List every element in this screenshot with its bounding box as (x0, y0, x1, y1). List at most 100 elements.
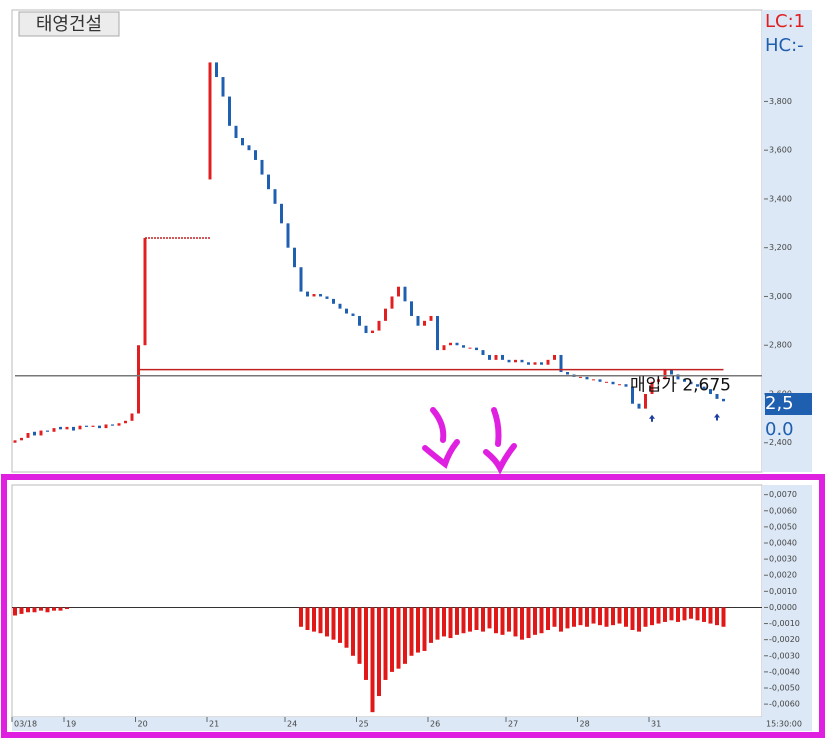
bar (442, 607, 446, 637)
candle (501, 354, 504, 360)
candle (98, 425, 101, 429)
bar (403, 607, 407, 664)
candle (72, 426, 75, 431)
bar (338, 607, 342, 643)
bar (422, 607, 427, 651)
candle (228, 96, 231, 126)
highlight-frame (1, 474, 825, 738)
candle (436, 315, 439, 351)
candle (429, 315, 433, 321)
y-tick-label: -0,0010 (769, 619, 800, 628)
bar (416, 607, 420, 653)
candle (46, 430, 49, 432)
candle (722, 398, 725, 402)
bar (611, 607, 615, 626)
y-tick-label: 0,0000 (769, 603, 797, 612)
bar (448, 607, 453, 639)
bar (513, 607, 518, 637)
bar (318, 607, 323, 634)
candle (637, 403, 641, 409)
y-tick-label: 3,800 (769, 97, 792, 106)
bar (45, 607, 50, 613)
price-panel (11, 9, 763, 473)
bar (396, 607, 401, 669)
y-tick-label: 0,0020 (769, 571, 797, 580)
candle (273, 189, 277, 204)
bar (481, 607, 485, 632)
candle (397, 286, 400, 297)
bar (656, 607, 661, 624)
bar (559, 607, 563, 632)
candle (371, 330, 374, 334)
candle (462, 345, 465, 348)
bar (682, 607, 687, 621)
candle (260, 159, 264, 175)
bar (364, 607, 368, 680)
y-tick-label: 0,0010 (769, 587, 797, 596)
y-tick-label: 0,0030 (769, 555, 797, 564)
candle (104, 424, 108, 429)
bar (624, 607, 628, 627)
side-label: 0.0 (765, 419, 794, 440)
candle (20, 437, 23, 441)
bar (58, 607, 63, 611)
candle (585, 376, 589, 380)
candle (455, 342, 459, 346)
bar (487, 607, 492, 629)
candle (624, 384, 628, 387)
candle (358, 315, 361, 326)
candle (533, 362, 537, 365)
bar (526, 607, 531, 639)
candle (65, 426, 69, 430)
x-tick-label: 20 (138, 720, 148, 729)
bar (630, 607, 635, 630)
bar (617, 607, 622, 624)
candle (520, 359, 524, 363)
bar (507, 607, 511, 632)
candle (52, 428, 56, 432)
bar (305, 607, 310, 630)
candle (592, 379, 595, 381)
time-axis-area (12, 717, 812, 731)
price-box (765, 393, 812, 415)
candle (78, 425, 82, 430)
y-tick-label: -0,0030 (769, 651, 800, 660)
x-tick-label: 27 (508, 720, 518, 729)
arrow (422, 407, 460, 469)
candle (663, 369, 667, 380)
bar (351, 607, 355, 656)
x-tick-label: 28 (580, 720, 590, 729)
candle (351, 313, 355, 316)
candle (345, 308, 348, 314)
candle (611, 381, 615, 385)
candle (546, 359, 550, 365)
candle (267, 174, 270, 190)
bar (455, 607, 459, 635)
candle (33, 431, 36, 436)
candle (540, 362, 543, 365)
bar (715, 607, 719, 626)
bar (435, 607, 440, 640)
time-label: 15:30:00 (766, 720, 802, 729)
candle (312, 294, 316, 297)
bar (565, 607, 570, 629)
candle (416, 315, 420, 326)
candle (423, 320, 426, 326)
candle (553, 354, 556, 360)
candle (280, 203, 283, 224)
candle (286, 223, 290, 248)
candle (117, 423, 121, 426)
buy-arrow (649, 414, 655, 422)
bar (695, 607, 700, 621)
bar (643, 607, 648, 627)
y-tick-label: 0,0060 (769, 506, 797, 515)
x-tick-label: 31 (651, 720, 661, 729)
candle (215, 62, 218, 78)
candle (293, 247, 296, 268)
bar (468, 607, 472, 632)
candle (527, 362, 530, 365)
candle (481, 350, 485, 355)
y-tick-label: -0,0060 (769, 700, 800, 709)
